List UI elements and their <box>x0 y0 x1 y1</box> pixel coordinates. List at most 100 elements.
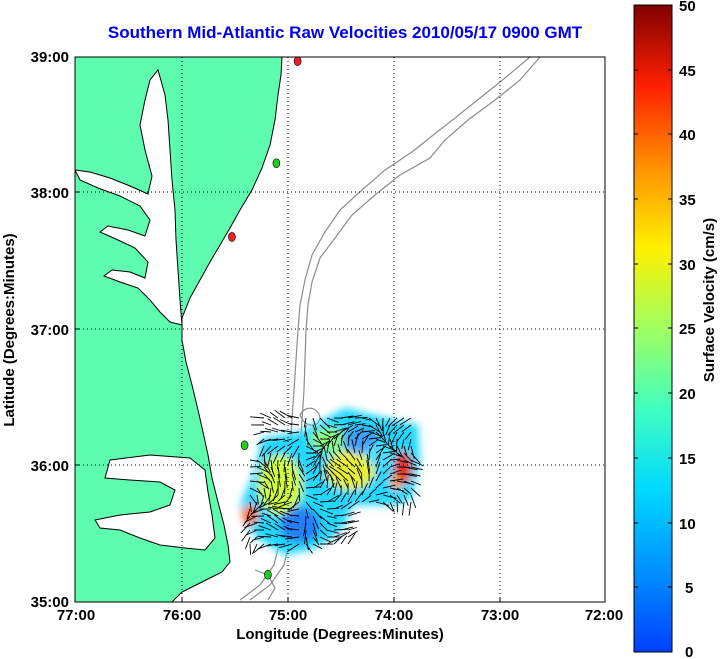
velocity-arrow <box>270 466 276 478</box>
velocity-arrow <box>326 507 340 510</box>
y-tick-labels: 39:00 38:00 37:00 36:00 35:00 <box>31 49 69 611</box>
velocity-arrow <box>287 543 300 552</box>
velocity-arrow <box>312 481 323 489</box>
velocity-arrow <box>287 508 300 512</box>
velocity-arrow <box>347 489 355 503</box>
velocity-arrow <box>392 424 405 434</box>
velocity-arrow <box>270 480 274 493</box>
velocity-arrow <box>326 417 339 423</box>
velocity-arrow <box>264 427 279 433</box>
velocity-arrow <box>277 494 286 502</box>
velocity-arrow <box>339 473 349 482</box>
velocity-arrow <box>286 527 300 531</box>
velocity-arrow <box>410 473 421 477</box>
velocity-arrow <box>260 517 272 524</box>
velocity-arrow <box>347 532 356 545</box>
velocity-arrow <box>325 469 335 482</box>
velocity-arrow <box>319 487 331 496</box>
velocity-arrow <box>298 487 301 502</box>
y-tick-label: 38:00 <box>31 185 69 202</box>
velocity-arrow <box>273 514 286 524</box>
velocity-arrow <box>319 515 331 525</box>
velocity-arrow <box>287 452 293 466</box>
velocity-arrow <box>375 481 384 489</box>
velocity-arrow <box>410 452 421 464</box>
velocity-arrow <box>333 532 347 538</box>
velocity-arrow <box>401 424 412 432</box>
velocity-arrow <box>368 448 371 461</box>
velocity-arrow <box>305 501 314 511</box>
velocity-arrow <box>396 487 408 495</box>
velocity-arrow <box>410 494 417 509</box>
velocity-arrow <box>291 473 297 486</box>
velocity-arrow <box>326 482 335 496</box>
velocity-arrow <box>361 440 364 454</box>
velocity-arrow <box>333 504 343 510</box>
velocity-arrow <box>368 424 381 433</box>
velocity-arrow <box>350 475 356 489</box>
velocity-arrow <box>382 501 394 512</box>
velocity-arrow <box>408 501 412 516</box>
velocity-arrow <box>287 414 300 419</box>
velocity-arrow <box>297 452 300 467</box>
station-markers <box>228 57 302 580</box>
velocity-arrow <box>375 448 384 461</box>
velocity-arrow <box>256 459 268 468</box>
velocity-arrow <box>291 480 294 491</box>
velocity-arrow <box>347 511 361 517</box>
velocity-arrow <box>250 508 265 515</box>
velocity-arrow <box>278 507 293 510</box>
velocity-arrow <box>305 543 313 554</box>
velocity-arrow <box>410 466 423 471</box>
velocity-arrow <box>262 512 272 517</box>
velocity-arrow <box>368 488 377 496</box>
velocity-arrow <box>347 425 359 433</box>
velocity-arrow <box>280 534 293 538</box>
velocity-arrow <box>305 508 309 519</box>
velocity-arrow <box>277 466 281 479</box>
velocity-arrow <box>266 514 279 524</box>
velocity-arrow <box>312 448 323 454</box>
velocity-arrow <box>347 448 356 461</box>
velocity-arrow <box>326 537 340 545</box>
velocity-arrow <box>263 473 273 484</box>
velocity-arrow <box>312 522 318 537</box>
velocity-arrows <box>240 409 424 555</box>
velocity-arrow <box>246 508 251 520</box>
velocity-arrow <box>319 529 328 537</box>
velocity-arrow <box>249 501 252 512</box>
x-tick-labels: 77:00 76:00 75:00 74:00 73:00 72:00 <box>57 607 623 624</box>
y-axis-label: Latitude (Degrees:Minutes) <box>1 233 18 426</box>
velocity-arrow <box>382 452 395 461</box>
velocity-arrow <box>305 486 320 489</box>
velocity-arrow <box>285 536 300 540</box>
velocity-arrow <box>340 435 343 447</box>
velocity-arrow <box>249 459 259 462</box>
colorbar: 50 45 40 35 30 25 20 15 10 5 0 Surface V… <box>633 0 718 659</box>
velocity-arrow <box>326 424 337 429</box>
velocity-arrow <box>354 427 365 433</box>
velocity-arrow <box>312 508 322 520</box>
velocity-arrow <box>330 474 335 489</box>
velocity-arrow <box>249 480 264 483</box>
green-station <box>240 440 249 451</box>
velocity-arrow <box>343 478 349 489</box>
velocity-arrow <box>375 501 390 506</box>
velocity-arrow <box>382 417 384 431</box>
velocity-arrow <box>399 417 412 426</box>
velocity-arrow <box>331 471 342 482</box>
velocity-arrow <box>375 461 381 475</box>
velocity-arrow <box>263 480 270 490</box>
velocity-arrow <box>252 536 265 541</box>
velocity-arrow <box>319 446 324 461</box>
velocity-arrow <box>319 442 328 454</box>
velocity-arrow <box>280 429 293 433</box>
velocity-arrow <box>274 523 286 531</box>
x-axis-label: Longitude (Degrees:Minutes) <box>236 626 444 643</box>
velocity-arrow <box>410 487 421 497</box>
velocity-arrow <box>265 522 279 531</box>
velocity-arrow <box>256 480 268 489</box>
velocity-arrow <box>389 458 401 461</box>
colorbar-tick-label: 45 <box>679 63 696 80</box>
velocity-arrow <box>387 431 391 445</box>
